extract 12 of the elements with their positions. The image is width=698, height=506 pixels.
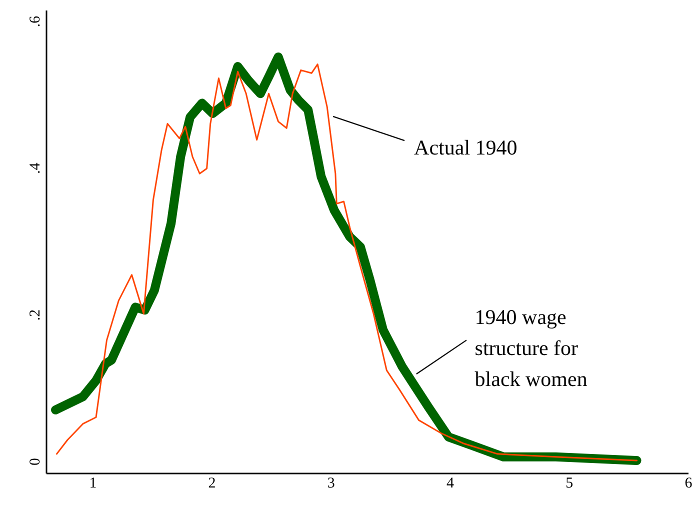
annotation: Actual 1940 [414, 136, 518, 160]
y-tick-label: 0 [28, 458, 44, 466]
y-tick-label: .6 [28, 15, 44, 28]
x-tick-label: 2 [208, 476, 216, 492]
x-tick-label: 6 [684, 476, 693, 492]
y-tick-label: .2 [28, 309, 44, 321]
x-tick-label: 4 [446, 476, 455, 492]
x-tick-label: 5 [566, 476, 574, 492]
annotation: 1940 wage structure for black women [474, 305, 588, 392]
y-tick-label: .4 [28, 162, 44, 174]
x-tick-label: 1 [89, 476, 97, 492]
x-tick-label: 3 [327, 476, 335, 492]
